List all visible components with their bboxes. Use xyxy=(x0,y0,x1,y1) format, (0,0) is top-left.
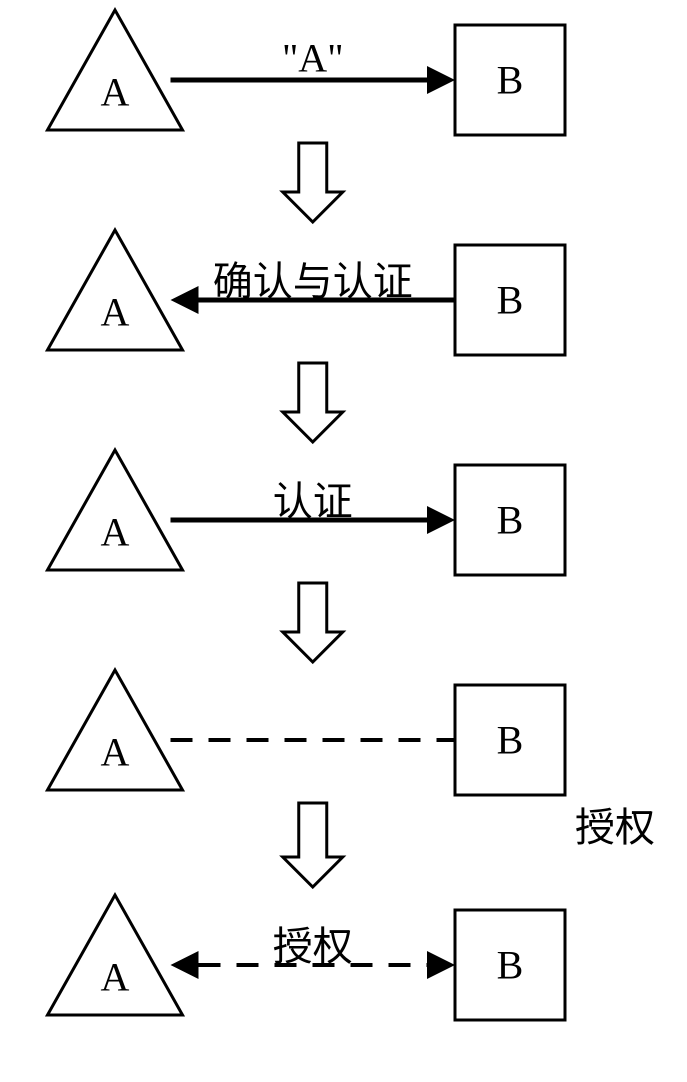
node-b-label-row-2: B xyxy=(497,497,524,544)
node-a-label-row-2: A xyxy=(101,508,130,555)
node-b-label-row-1: B xyxy=(497,277,524,324)
edge-label-row-0: "A" xyxy=(282,35,344,82)
edge-label-row-2: 认证 xyxy=(273,469,353,527)
node-a-label-row-3: A xyxy=(101,728,130,775)
edge-label-row-4: 授权 xyxy=(273,914,353,972)
node-a-label-row-0: A xyxy=(101,68,130,115)
node-b-label-row-4: B xyxy=(497,942,524,989)
flow-arrow-down-2 xyxy=(283,583,343,662)
arrowhead-left-row-4 xyxy=(171,951,199,979)
arrowhead-left-row-1 xyxy=(171,286,199,314)
arrowhead-right-row-4 xyxy=(427,951,455,979)
side-label-row-3: 授权 xyxy=(575,795,655,853)
flow-arrow-down-0 xyxy=(283,143,343,222)
arrowhead-right-row-0 xyxy=(427,66,455,94)
node-a-label-row-4: A xyxy=(101,953,130,1000)
flow-arrow-down-3 xyxy=(283,803,343,887)
flow-arrow-down-1 xyxy=(283,363,343,442)
arrowhead-right-row-2 xyxy=(427,506,455,534)
node-b-label-row-3: B xyxy=(497,717,524,764)
node-a-label-row-1: A xyxy=(101,288,130,335)
edge-label-row-1: 确认与认证 xyxy=(213,249,413,307)
node-b-label-row-0: B xyxy=(497,57,524,104)
